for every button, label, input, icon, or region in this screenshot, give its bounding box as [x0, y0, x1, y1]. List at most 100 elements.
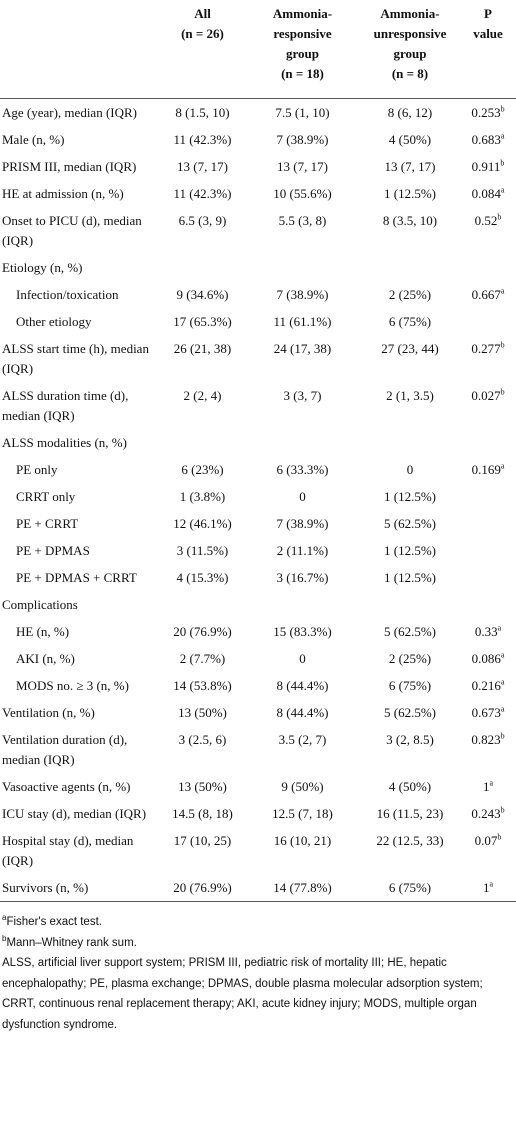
cell-text: 0 — [299, 488, 306, 504]
table-cell: 5.5 (3, 8) — [245, 207, 360, 254]
footnote-mark: a — [500, 185, 505, 195]
p-value-cell: 0.673a — [460, 699, 516, 726]
table-cell: 3 (2, 8.5) — [360, 726, 460, 773]
cell-text: 5 (62.5%) — [384, 704, 436, 720]
table-cell: 5 (62.5%) — [360, 699, 460, 726]
footnote-mark: b — [500, 340, 505, 350]
p-value-cell: 0.277b — [460, 335, 516, 382]
table-row: Complications — [0, 591, 516, 618]
table-cell: 14 (53.8%) — [160, 672, 245, 699]
table-cell: 15 (83.3%) — [245, 618, 360, 645]
table-cell: 2 (25%) — [360, 281, 460, 308]
row-label: AKI (n, %) — [16, 650, 75, 666]
cell-text: 4 (50%) — [388, 131, 432, 147]
table-cell: 2 (2, 4) — [160, 382, 245, 429]
row-label: Infection/toxication — [16, 286, 119, 302]
header-text: unresponsive — [373, 26, 447, 41]
header-text: Ammonia- — [272, 6, 333, 21]
cell-text: 13 (50%) — [178, 778, 227, 794]
p-value-cell: 0.253b — [460, 99, 516, 127]
cell-text: 3.5 (2, 7) — [278, 731, 327, 747]
row-label: Ventilation duration (d), median (IQR) — [2, 731, 128, 767]
table-cell: 12 (46.1%) — [160, 510, 245, 537]
row-label: CRRT only — [16, 488, 76, 504]
p-value-cell — [460, 483, 516, 510]
cell-text: 6 (23%) — [181, 461, 224, 477]
cell-text: 0 — [406, 461, 414, 477]
table-cell: 22 (12.5, 33) — [360, 827, 460, 874]
table-cell: 8 (6, 12) — [360, 99, 460, 127]
table-body: Age (year), median (IQR) 8 (1.5, 10) 7.5 (… — [0, 99, 516, 902]
row-label: HE at admission (n, %) — [2, 185, 124, 201]
table-cell: 5 (62.5%) — [360, 510, 460, 537]
table-row: Ventilation duration (d), median (IQR) 3 … — [0, 726, 516, 773]
table-cell: 8 (44.4%) — [245, 699, 360, 726]
cell-text: 15 (83.3%) — [273, 623, 332, 639]
table-row: PRISM III, median (IQR) 13 (7, 17) 13 (7, … — [0, 153, 516, 180]
table-cell: 9 (34.6%) — [160, 281, 245, 308]
footnote-mark: b — [2, 933, 7, 943]
table-cell: 2 (7.7%) — [160, 645, 245, 672]
table-cell: 0 — [360, 456, 460, 483]
cell-text: 7 (38.9%) — [276, 286, 329, 302]
cell-text: 20 (76.9%) — [173, 879, 232, 895]
cell-text: 16 (10, 21) — [273, 832, 332, 848]
cell-text: 16 (11.5, 23) — [376, 805, 444, 821]
footnote-mark: a — [500, 650, 505, 660]
table-cell: 1 (12.5%) — [360, 483, 460, 510]
table-cell: 12.5 (7, 18) — [245, 800, 360, 827]
cell-text: 3 (3, 7) — [283, 387, 322, 403]
cell-text: 4 (15.3%) — [176, 569, 229, 585]
p-value: 0.243 — [471, 805, 501, 821]
footnote-mark: a — [500, 677, 505, 687]
cell-text: 9 (34.6%) — [176, 286, 229, 302]
table-cell: 1 (3.8%) — [160, 483, 245, 510]
cell-text: 7 (38.9%) — [276, 515, 329, 531]
cell-text: 17 (10, 25) — [173, 832, 232, 848]
row-label: ALSS duration time (d), median (IQR) — [2, 387, 129, 423]
table-cell: 0 — [245, 483, 360, 510]
row-label: Other etiology — [16, 313, 92, 329]
table-row: Age (year), median (IQR) 8 (1.5, 10) 7.5 (… — [0, 99, 516, 127]
p-value: 0.07 — [474, 832, 498, 848]
cell-text: 1 (3.8%) — [179, 488, 226, 504]
table-row: Hospital stay (d), median (IQR) 17 (10, 2… — [0, 827, 516, 874]
table-cell — [160, 254, 245, 281]
table-row: PE + DPMAS + CRRT 4 (15.3%) 3 (16.7%) 1 (12… — [0, 564, 516, 591]
table-cell: 27 (23, 44) — [360, 335, 460, 382]
p-value-cell: 0.169a — [460, 456, 516, 483]
cell-text: 4 (50%) — [388, 778, 432, 794]
row-label: PE + DPMAS — [16, 542, 90, 558]
header-text: All — [194, 6, 211, 21]
footnote-mark: b — [500, 387, 505, 397]
table-row: HE (n, %) 20 (76.9%) 15 (83.3%) 5 (62.5%) 0.… — [0, 618, 516, 645]
header-row: All (n = 26) Ammonia-responsive group (n = 1… — [0, 0, 516, 99]
row-label: Age (year), median (IQR) — [2, 104, 137, 120]
table-cell: 9 (50%) — [245, 773, 360, 800]
table-cell: 13 (50%) — [160, 773, 245, 800]
footnote-mark: a — [500, 286, 505, 296]
cell-text: 11 (61.1%) — [273, 313, 332, 329]
cell-text: 0 — [299, 650, 306, 666]
table-cell: 7 (38.9%) — [245, 510, 360, 537]
table-row: ALSS duration time (d), median (IQR) 2 (2… — [0, 382, 516, 429]
p-value-cell: 0.667a — [460, 281, 516, 308]
footnote-mark: a — [2, 913, 7, 923]
table-row: Male (n, %) 11 (42.3%) 7 (38.9%) 4 (50%) 0.6… — [0, 126, 516, 153]
p-value-cell: 0.683a — [460, 126, 516, 153]
footnote-mark: b — [500, 104, 505, 114]
table-cell: 17 (10, 25) — [160, 827, 245, 874]
cell-text: 2 (1, 3.5) — [386, 387, 434, 403]
cell-text: 2 (7.7%) — [179, 650, 226, 666]
footnote-mark: b — [500, 158, 505, 168]
row-label: Onset to PICU (d), median (IQR) — [2, 212, 142, 248]
cell-text: 2 (25%) — [388, 286, 432, 302]
p-value-cell: 0.086a — [460, 645, 516, 672]
table-row: MODS no. ≥ 3 (n, %) 14 (53.8%) 8 (44.4%) 6 … — [0, 672, 516, 699]
p-value-cell: 0.216a — [460, 672, 516, 699]
p-value: 0.216 — [471, 677, 501, 693]
header-cell: Ammonia-responsive group (n = 18) — [245, 0, 360, 99]
row-label: PE only — [16, 461, 58, 477]
p-value: 0.084 — [471, 185, 501, 201]
